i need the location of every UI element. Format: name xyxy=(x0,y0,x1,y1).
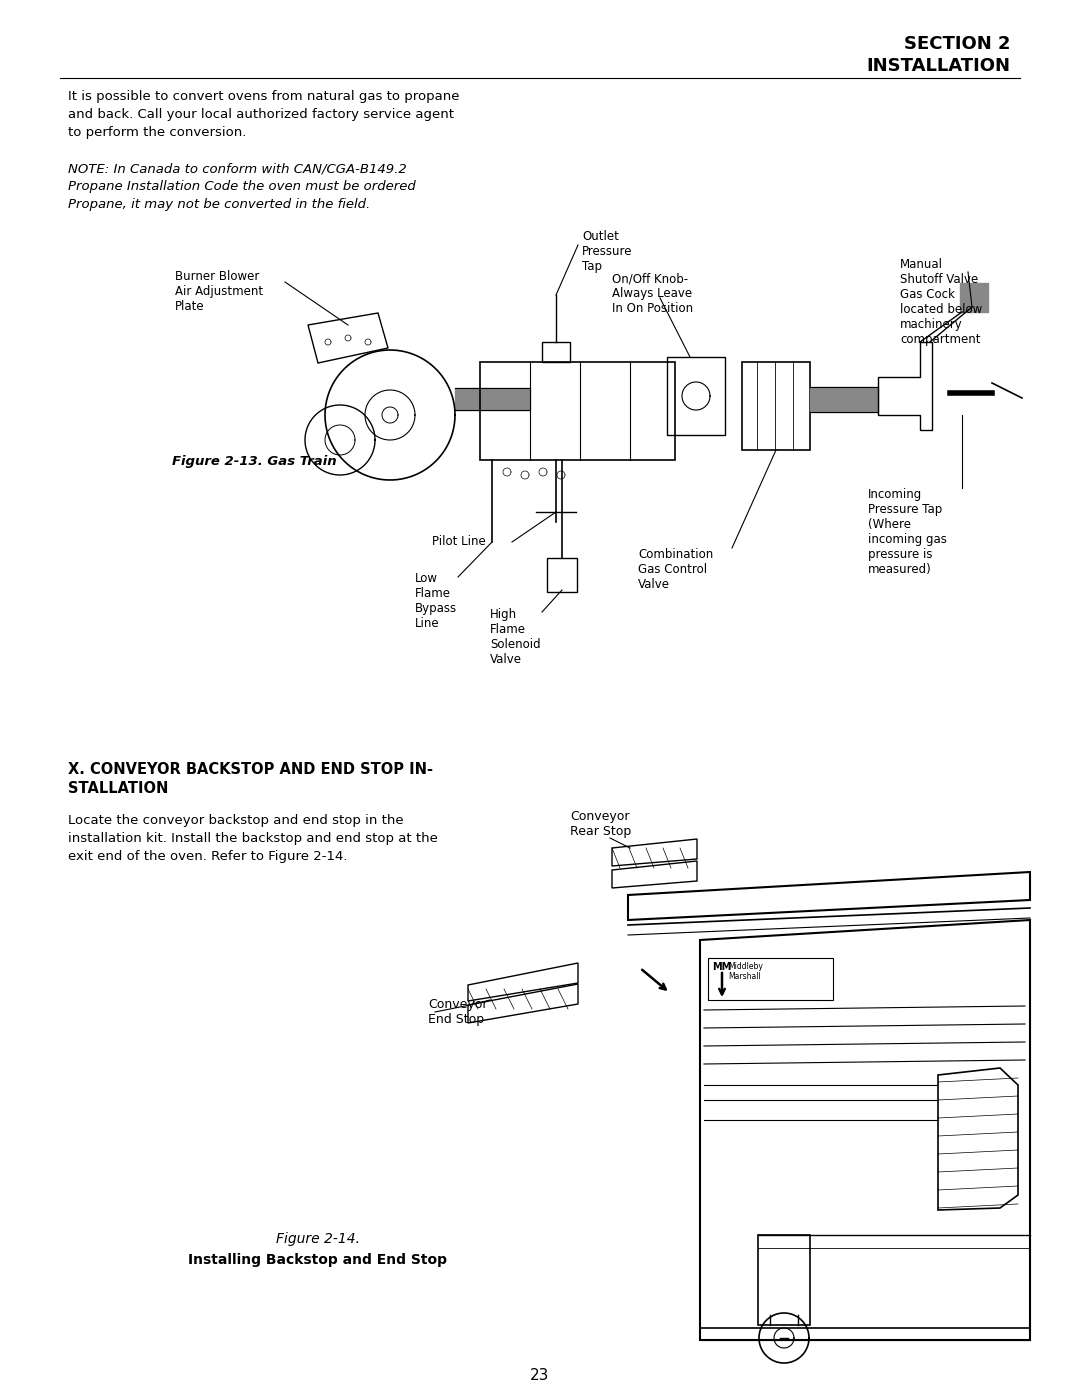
Text: Pilot Line: Pilot Line xyxy=(432,535,486,548)
Bar xyxy=(667,358,725,434)
Bar xyxy=(742,362,810,450)
Text: Figure 2-13. Gas Train: Figure 2-13. Gas Train xyxy=(172,455,337,468)
Text: SECTION 2: SECTION 2 xyxy=(904,35,1010,53)
Text: MM: MM xyxy=(712,963,731,972)
Text: X. CONVEYOR BACKSTOP AND END STOP IN-
STALLATION: X. CONVEYOR BACKSTOP AND END STOP IN- ST… xyxy=(68,761,433,796)
Bar xyxy=(542,342,570,362)
Text: Low
Flame
Bypass
Line: Low Flame Bypass Line xyxy=(415,571,457,630)
Text: Conveyor
Rear Stop: Conveyor Rear Stop xyxy=(570,810,631,838)
Text: INSTALLATION: INSTALLATION xyxy=(866,57,1010,75)
Text: Locate the conveyor backstop and end stop in the
installation kit. Install the b: Locate the conveyor backstop and end sto… xyxy=(68,814,437,863)
Bar xyxy=(758,1235,810,1324)
Bar xyxy=(480,362,675,460)
Text: Figure 2-14.: Figure 2-14. xyxy=(276,1232,360,1246)
Text: Incoming
Pressure Tap
(Where
incoming gas
pressure is
measured): Incoming Pressure Tap (Where incoming ga… xyxy=(868,488,947,576)
Text: On/Off Knob-
Always Leave
In On Position: On/Off Knob- Always Leave In On Position xyxy=(612,272,693,314)
Bar xyxy=(708,958,833,1000)
Text: Conveyor
End Stop: Conveyor End Stop xyxy=(428,997,487,1025)
Text: Installing Backstop and End Stop: Installing Backstop and End Stop xyxy=(189,1253,447,1267)
Text: NOTE: In Canada to conform with CAN/CGA-B149.2
Propane Installation Code the ove: NOTE: In Canada to conform with CAN/CGA-… xyxy=(68,162,416,211)
Text: 23: 23 xyxy=(530,1368,550,1383)
Text: Manual
Shutoff Valve
Gas Cock
located below
machinery
compartment: Manual Shutoff Valve Gas Cock located be… xyxy=(900,258,982,346)
Bar xyxy=(546,557,577,592)
Text: High
Flame
Solenoid
Valve: High Flame Solenoid Valve xyxy=(490,608,541,666)
Text: It is possible to convert ovens from natural gas to propane
and back. Call your : It is possible to convert ovens from nat… xyxy=(68,89,459,138)
Text: Burner Blower
Air Adjustment
Plate: Burner Blower Air Adjustment Plate xyxy=(175,270,264,313)
Text: Outlet
Pressure
Tap: Outlet Pressure Tap xyxy=(582,231,633,272)
Text: Combination
Gas Control
Valve: Combination Gas Control Valve xyxy=(638,548,713,591)
Text: Middleby
Marshall: Middleby Marshall xyxy=(728,963,762,982)
